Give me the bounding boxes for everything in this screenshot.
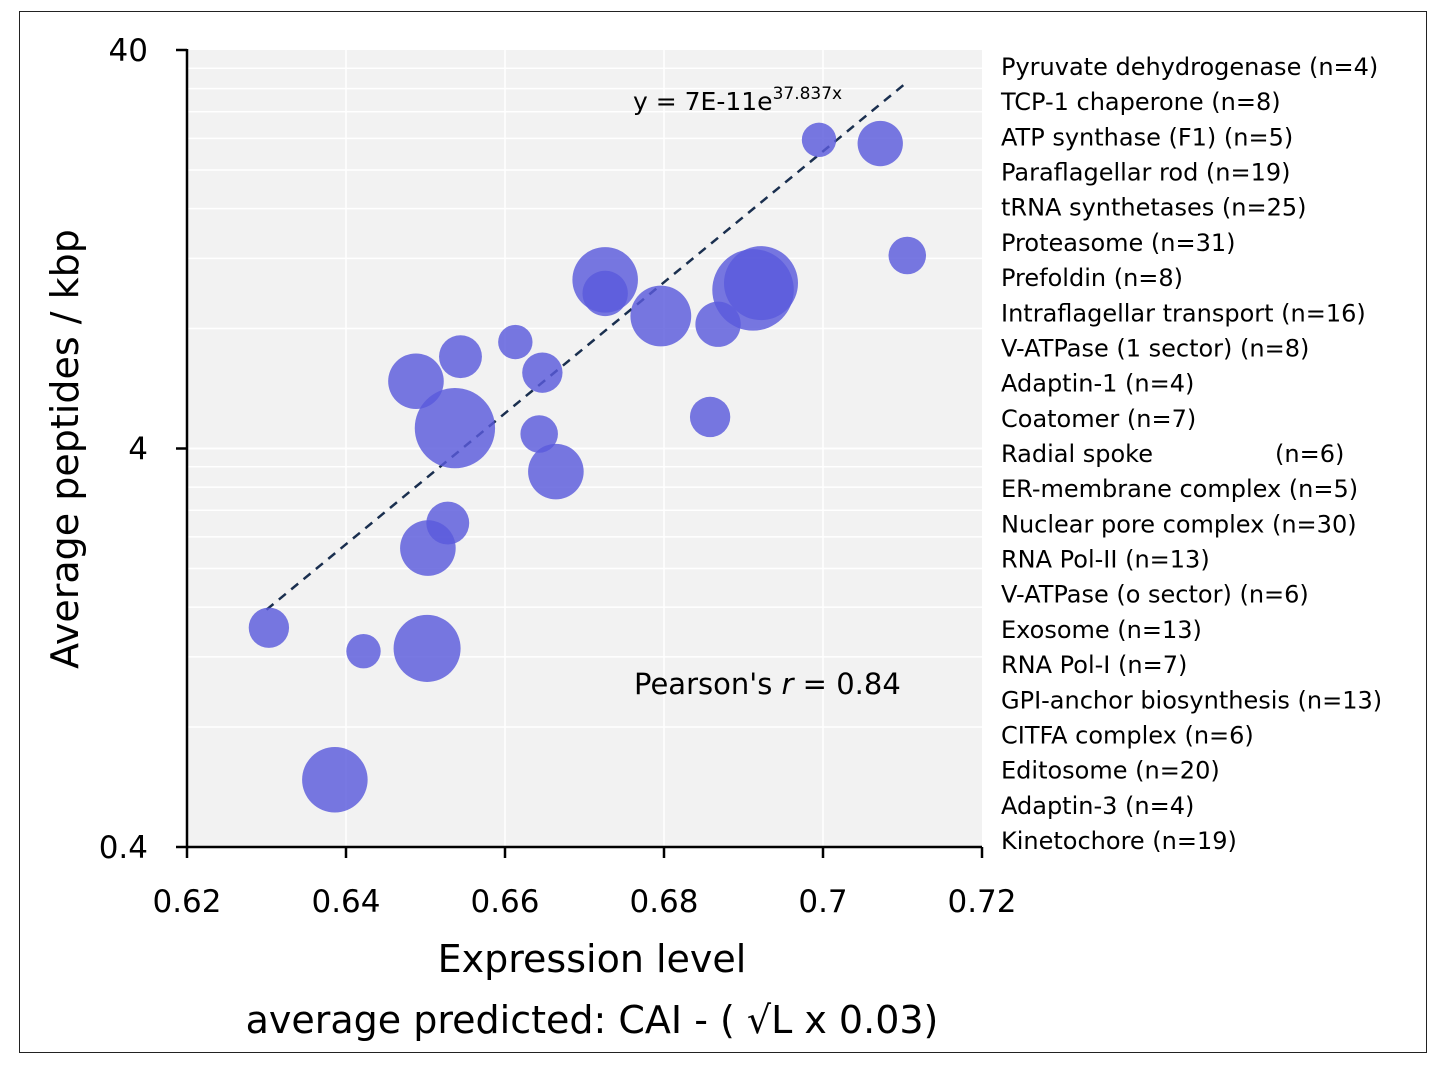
x-axis-title: Expression level	[438, 937, 747, 981]
legend-entry: TCP-1 chaperone (n=8)	[1000, 88, 1281, 116]
legend-entry: tRNA synthetases (n=25)	[1001, 194, 1307, 222]
legend-entry: ATP synthase (F1) (n=5)	[1001, 123, 1293, 151]
trendline-equation: y = 7E-11e37.837x	[633, 84, 842, 116]
legend-entry: V-ATPase (1 sector) (n=8)	[1001, 334, 1309, 362]
y-tick-labels: 40 4 0.4	[99, 33, 148, 866]
legend-entry: GPI-anchor biosynthesis (n=13)	[1001, 686, 1382, 714]
legend-entry: Kinetochore (n=19)	[1001, 827, 1237, 855]
data-point	[582, 270, 628, 317]
data-point	[414, 387, 496, 469]
y-tick-label: 40	[109, 33, 148, 69]
trendline	[265, 81, 908, 611]
legend-entry: RNA Pol-I (n=7)	[1001, 651, 1187, 679]
legend-entry: CITFA complex (n=6)	[1001, 721, 1254, 749]
x-tick-label: 0.7	[798, 884, 847, 920]
legend-entry: Adaptin-1 (n=4)	[1001, 370, 1194, 398]
data-point	[857, 120, 903, 167]
x-tick-label: 0.68	[629, 884, 698, 920]
data-point	[801, 122, 837, 158]
axes	[176, 48, 984, 858]
legend-entry: Proteasome (n=31)	[1001, 229, 1236, 257]
x-tick-label: 0.72	[947, 884, 1016, 920]
legend-entry: ER-membrane complex (n=5)	[1001, 475, 1358, 503]
data-point	[888, 236, 927, 275]
data-point	[346, 633, 381, 669]
legend-entry: Editosome (n=20)	[1001, 757, 1220, 785]
data-point	[388, 353, 444, 410]
y-axis-title: Average peptides / kbp	[43, 229, 87, 669]
x-tick-label: 0.66	[470, 884, 539, 920]
x-tick-labels: 0.62 0.64 0.66 0.68 0.7 0.72	[152, 884, 1016, 920]
data-point	[498, 324, 533, 360]
data-point	[248, 607, 290, 648]
legend-entry: Adaptin-3 (n=4)	[1001, 792, 1194, 820]
legend-entry: Nuclear pore complex (n=30)	[1001, 510, 1357, 538]
legend-entry: Intraflagellar transport (n=16)	[1001, 299, 1366, 327]
legend-entry: Pyruvate dehydrogenase (n=4)	[1001, 53, 1378, 81]
legend-entry: Exosome (n=13)	[1001, 616, 1202, 644]
data-points	[248, 120, 927, 813]
data-point	[400, 520, 456, 576]
pearson-annotation: Pearson's r = 0.84	[634, 667, 901, 701]
data-point	[393, 614, 461, 682]
legend-entry: Prefoldin (n=8)	[1001, 264, 1183, 292]
data-point	[528, 443, 584, 500]
data-point	[302, 746, 368, 813]
x-tick-label: 0.64	[311, 884, 380, 920]
data-point	[439, 335, 482, 379]
legend-entry: RNA Pol-II (n=13)	[1001, 546, 1210, 574]
x-tick-label: 0.62	[152, 884, 221, 920]
legend: Pyruvate dehydrogenase (n=4) TCP-1 chaper…	[1000, 53, 1382, 855]
data-point	[689, 396, 731, 438]
trendline-group	[265, 81, 908, 611]
legend-entry: Radial spoke (n=6)	[1001, 440, 1344, 468]
x-axis-subtitle: average predicted: CAI - ( √L x 0.03)	[246, 998, 939, 1042]
data-point	[630, 285, 692, 347]
trendline-exponent: 37.837x	[773, 84, 843, 104]
figure-frame	[19, 11, 1427, 1053]
legend-entry: Paraflagellar rod (n=19)	[1001, 159, 1291, 187]
grid-lines	[187, 50, 982, 847]
legend-entry: Coatomer (n=7)	[1001, 405, 1196, 433]
y-tick-label: 0.4	[99, 830, 148, 866]
y-tick-label: 4	[128, 432, 148, 468]
data-point	[522, 352, 563, 393]
data-point	[520, 415, 558, 453]
legend-entry: V-ATPase (o sector) (n=6)	[1001, 581, 1309, 609]
data-point	[695, 301, 741, 347]
